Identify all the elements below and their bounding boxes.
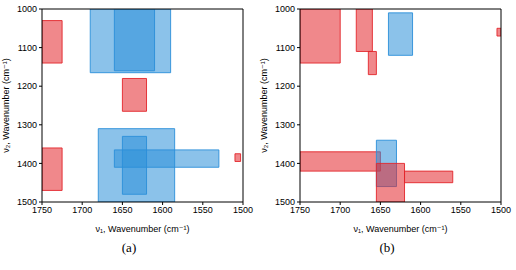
svg-text:1500: 1500 (491, 205, 511, 215)
svg-text:1750: 1750 (32, 205, 52, 216)
svg-text:1750: 1750 (290, 205, 310, 216)
svg-text:1600: 1600 (411, 205, 431, 215)
svg-text:1400: 1400 (17, 159, 37, 169)
svg-text:1500: 1500 (275, 197, 295, 207)
svg-text:ν₂, Wavenumber (cm⁻¹): ν₂, Wavenumber (cm⁻¹) (1, 58, 11, 152)
svg-text:1500: 1500 (17, 197, 37, 207)
html-text:(a): (a) (121, 240, 137, 255)
svg-text:1300: 1300 (275, 120, 295, 130)
svg-text:1100: 1100 (18, 43, 37, 53)
svg-text:1100: 1100 (276, 43, 295, 53)
svg-text:1600: 1600 (153, 205, 173, 215)
svg-text:1700: 1700 (72, 205, 92, 215)
svg-text:1550: 1550 (451, 205, 471, 215)
svg-text:1200: 1200 (17, 81, 37, 91)
svg-text:1550: 1550 (193, 205, 213, 215)
svg-text:1650: 1650 (112, 205, 132, 215)
svg-text:1000: 1000 (17, 4, 37, 14)
svg-text:1400: 1400 (275, 159, 295, 169)
svg-text:1650: 1650 (370, 205, 390, 215)
svg-text:1200: 1200 (275, 81, 295, 91)
svg-text:ν₁, Wavenumber (cm⁻¹): ν₁, Wavenumber (cm⁻¹) (96, 224, 190, 234)
svg-text:ν₁, Wavenumber (cm⁻¹): ν₁, Wavenumber (cm⁻¹) (354, 224, 448, 234)
svg-text:1500: 1500 (233, 205, 253, 215)
svg-text:1700: 1700 (330, 205, 350, 215)
svg-text:1000: 1000 (275, 4, 295, 14)
svg-text:1300: 1300 (17, 120, 37, 130)
svg-text:ν₂, Wavenumber (cm⁻¹): ν₂, Wavenumber (cm⁻¹) (259, 58, 269, 152)
html-text:(b): (b) (379, 240, 395, 255)
